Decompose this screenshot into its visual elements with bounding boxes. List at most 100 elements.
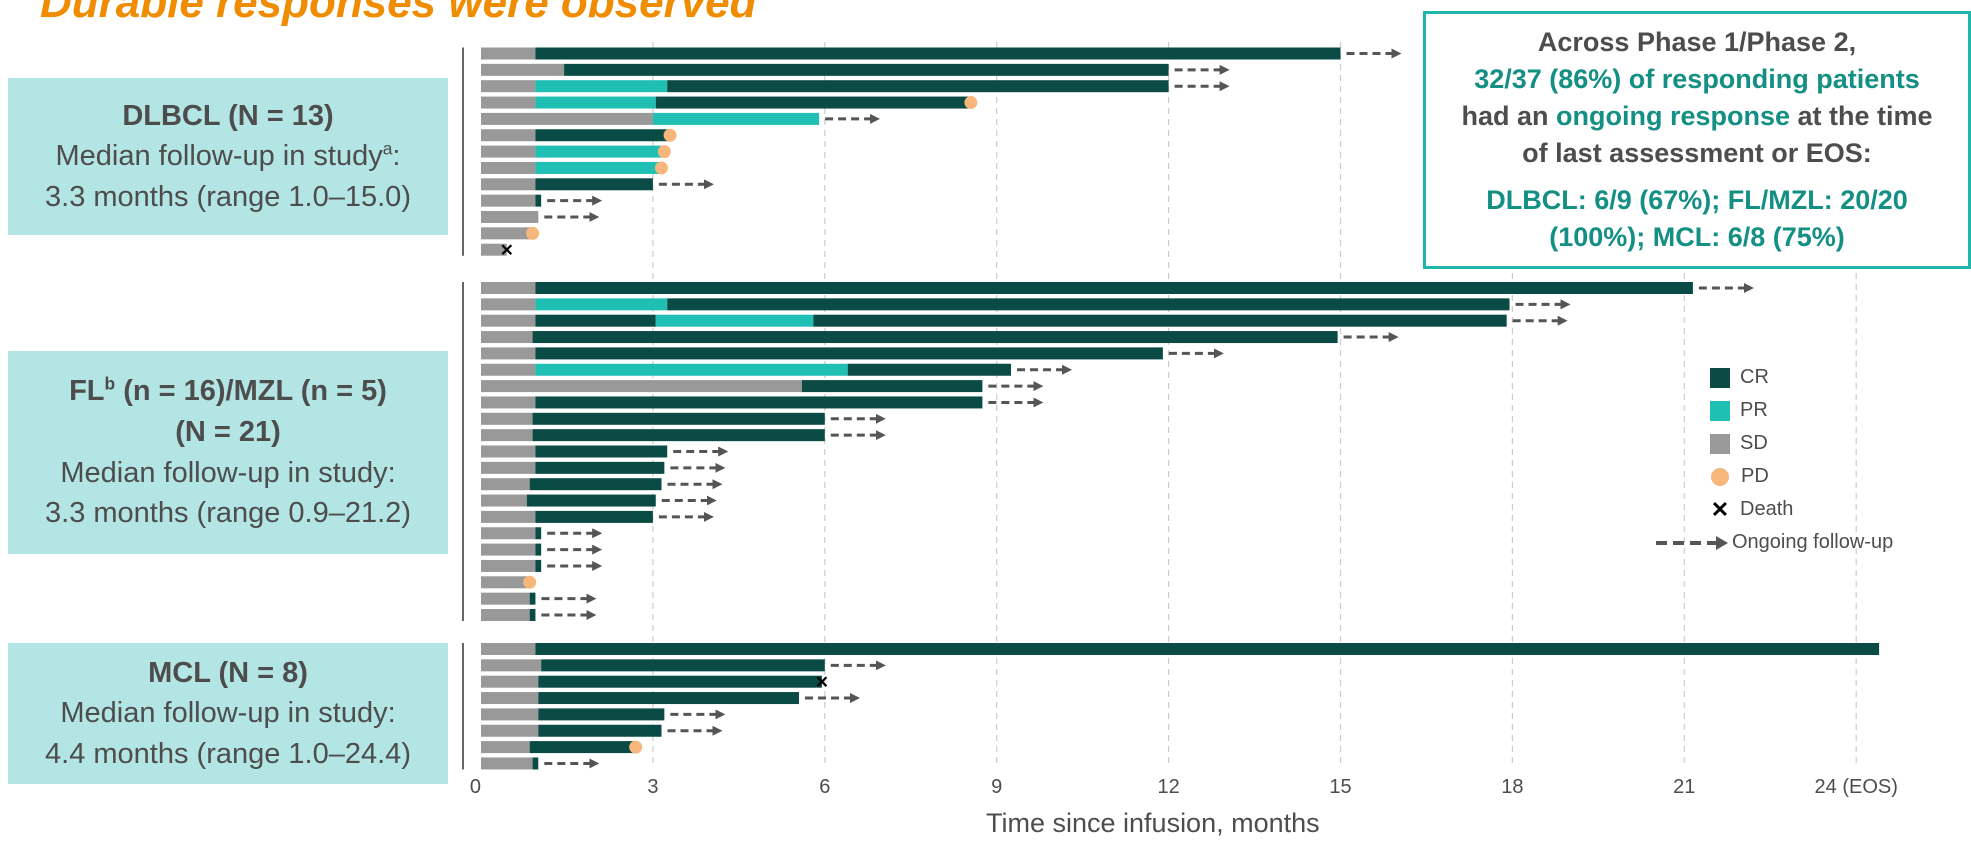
chart-legend: CR PR SD PD ✕ Death Ongoing follow-up [1656, 361, 1893, 559]
pd-marker [663, 128, 677, 142]
bar-segment-cr [529, 592, 536, 605]
bar-segment-sd [481, 757, 533, 770]
dlbcl-group-title: DLBCL (N = 13) [122, 99, 334, 132]
bar-segment-sd [481, 96, 536, 109]
bar-segment-sd [481, 429, 533, 442]
bar-segment-sd [481, 227, 533, 240]
bar-segment-sd [481, 194, 536, 207]
mcl-followup-line2: 4.4 months (range 1.0–24.4) [45, 737, 411, 770]
bar-segment-cr [535, 543, 542, 556]
fl-mzl-group-total: (N = 21) [175, 415, 281, 448]
pd-marker [526, 226, 540, 240]
fl-mzl-group-label: FLb (n = 16)/MZL (n = 5) (N = 21) Median… [8, 351, 448, 554]
bar-segment-cr [532, 429, 825, 442]
bar-segment-cr [535, 643, 1880, 655]
bar-segment-sd [481, 211, 539, 223]
bar-segment-cr [667, 298, 1510, 311]
bar-segment-sd [481, 461, 536, 474]
bar-segment-pr [535, 363, 848, 376]
bar-segment-cr [529, 741, 636, 754]
bar-segment-sd [481, 298, 536, 311]
bar-segment-cr [532, 412, 825, 425]
bar-segment-cr [535, 396, 983, 409]
bar-segment-sd [481, 724, 539, 737]
bar-segment-cr [538, 724, 662, 737]
bar-segment-cr [532, 331, 1338, 344]
legend-label-cr: CR [1740, 366, 1769, 388]
legend-swatch-cr [1710, 367, 1730, 388]
bar-segment-pr [535, 96, 656, 109]
mcl-group-title: MCL (N = 8) [148, 656, 308, 689]
bar-segment-sd [481, 527, 536, 540]
bar-segment-cr [538, 675, 822, 688]
pd-marker [964, 96, 978, 110]
pd-marker [657, 145, 671, 159]
bar-segment-cr [538, 692, 800, 705]
bar-segment-sd [481, 380, 802, 393]
legend-label-sd: SD [1740, 432, 1768, 454]
x-tick-label-15: 15 [1329, 776, 1351, 798]
bar-segment-cr [535, 510, 653, 523]
bar-segment-sd [481, 659, 542, 672]
death-marker-stroke [501, 244, 513, 255]
bar-segment-cr [529, 478, 662, 491]
bar-segment-pr [655, 314, 814, 327]
bar-segment-sd [481, 145, 536, 158]
death-marker-stroke [816, 676, 828, 687]
bar-segment-sd [481, 112, 653, 125]
x-tick-label-0: 0 [470, 776, 481, 798]
summary-line-1: Across Phase 1/Phase 2, [1537, 27, 1857, 57]
bar-segment-sd [481, 559, 536, 572]
bar-segment-cr [535, 178, 653, 191]
bar-segment-sd [481, 178, 536, 191]
mcl-group-label: MCL (N = 8) Median follow-up in study: 4… [8, 643, 448, 784]
bar-segment-cr [535, 194, 542, 207]
fl-mzl-followup-line1: Median follow-up in study: [60, 456, 396, 489]
bar-segment-sd [481, 675, 539, 688]
x-tick-label-18: 18 [1501, 776, 1523, 798]
bar-segment-pr [652, 112, 820, 125]
bar-segment-sd [481, 494, 527, 507]
bar-segment-sd [481, 80, 536, 93]
ongoing-arrow-icon [1656, 535, 1728, 550]
bar-segment-cr [529, 609, 536, 621]
death-marker [501, 244, 513, 255]
fl-mzl-followup-line2: 3.3 months (range 0.9–21.2) [45, 497, 411, 530]
death-x-icon: ✕ [1710, 496, 1730, 522]
bar-segment-cr [564, 63, 1169, 76]
legend-item-cr: CR [1710, 361, 1893, 394]
x-tick-label-21: 21 [1673, 776, 1695, 798]
bar-segment-cr [535, 559, 542, 572]
bar-segment-cr [535, 445, 668, 458]
page-title: Durable responses were observed [40, 0, 757, 27]
bar-segment-cr [535, 47, 1341, 60]
bar-segment-sd [481, 412, 533, 425]
bar-segment-cr [538, 708, 665, 721]
bar-segment-sd [481, 63, 565, 76]
bar-segment-pr [535, 80, 668, 93]
bar-segment-cr [847, 363, 1012, 376]
bar-segment-cr [801, 380, 983, 393]
bar-segment-cr [655, 96, 971, 109]
bar-segment-cr [532, 757, 539, 770]
legend-label-pd: PD [1741, 465, 1769, 487]
legend-swatch-pd [1711, 467, 1729, 486]
x-axis-label: Time since infusion, months [986, 808, 1320, 838]
legend-item-pd: PD [1710, 460, 1893, 493]
legend-label-ongoing: Ongoing follow-up [1732, 531, 1894, 553]
bar-segment-sd [481, 282, 536, 294]
x-tick-label-24: 24 (EOS) [1815, 776, 1898, 798]
x-tick-label-9: 9 [991, 776, 1002, 798]
legend-label-pr: PR [1740, 399, 1768, 421]
bar-segment-cr [535, 314, 656, 327]
legend-item-ongoing: Ongoing follow-up [1656, 526, 1894, 559]
bar-segment-sd [481, 314, 536, 327]
bar-segment-cr [535, 129, 671, 142]
bar-segment-sd [481, 510, 536, 523]
dlbcl-followup-line1: Median follow-up in studya: [55, 138, 401, 173]
bar-segment-sd [481, 129, 536, 142]
dlbcl-group-label: DLBCL (N = 13) Median follow-up in study… [8, 78, 448, 235]
bar-segment-cr [535, 527, 542, 540]
bar-segment-sd [481, 543, 536, 556]
